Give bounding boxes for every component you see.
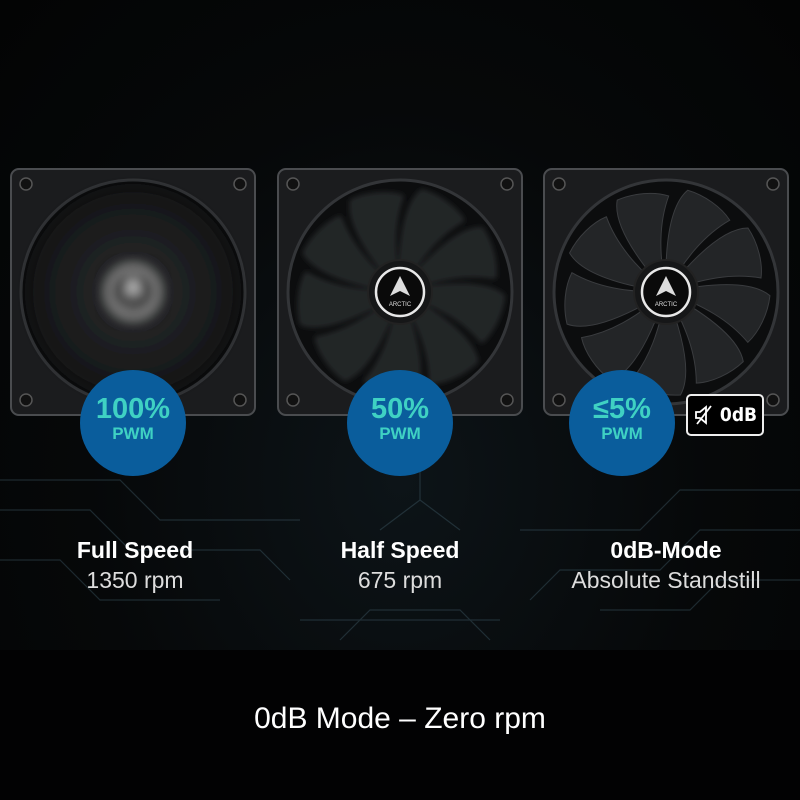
speaker-muted-icon <box>695 405 712 425</box>
circuit-pattern <box>0 460 800 641</box>
pwm-value: 100% <box>95 393 171 425</box>
screw-hole <box>500 177 514 191</box>
screw-hole <box>552 393 566 407</box>
fan-blade <box>298 271 402 327</box>
fan-hub: ARCTIC <box>367 259 433 325</box>
label-0db-mode: 0dB-Mode Absolute Standstill <box>531 536 800 596</box>
arctic-logo-icon <box>656 276 676 296</box>
pwm-label: PWM <box>379 424 421 443</box>
pwm-label: PWM <box>601 424 643 443</box>
mode-rpm: Absolute Standstill <box>571 567 761 593</box>
mode-title: 0dB-Mode <box>610 537 722 563</box>
pwm-badge-50: 50% PWM <box>347 370 453 476</box>
screw-hole <box>766 393 780 407</box>
fan-blade <box>564 271 668 327</box>
arctic-logo-icon <box>390 276 410 296</box>
mode-rpm: 1350 rpm <box>86 567 184 593</box>
screw-hole <box>552 177 566 191</box>
screw-hole <box>233 393 247 407</box>
zero-db-text: 0dB <box>719 404 758 426</box>
mode-rpm: 675 rpm <box>357 567 443 593</box>
fan-hub: ARCTIC <box>633 259 699 325</box>
screw-hole <box>19 393 33 407</box>
svg-text:ARCTIC: ARCTIC <box>122 302 145 308</box>
mode-title: Full Speed <box>76 537 194 563</box>
pwm-label: PWM <box>112 424 154 443</box>
footer-band <box>0 650 800 800</box>
pwm-value: 50% <box>370 393 430 425</box>
label-half-speed: Half Speed 675 rpm <box>265 536 535 596</box>
screw-hole <box>286 177 300 191</box>
screw-hole <box>19 177 33 191</box>
screw-hole <box>766 177 780 191</box>
pwm-badge-5: ≤5% PWM <box>569 370 675 476</box>
pwm-badge-100: 100% PWM <box>80 370 186 476</box>
screw-hole <box>233 177 247 191</box>
fan-hub: ARCTIC <box>100 259 166 325</box>
svg-text:ARCTIC: ARCTIC <box>655 302 678 308</box>
fan-blade <box>399 189 465 294</box>
label-full-speed: Full Speed 1350 rpm <box>0 536 270 596</box>
fan-standstill: ARCTIC <box>543 168 789 416</box>
pwm-value: ≤5% <box>593 393 651 425</box>
screw-hole <box>286 393 300 407</box>
fan-half-speed: ARCTIC <box>277 168 523 416</box>
fan-full-speed: ARCTIC <box>10 168 256 416</box>
arctic-logo-icon <box>123 276 143 296</box>
mode-title: Half Speed <box>340 537 460 563</box>
footer-caption: 0dB Mode – Zero rpm <box>254 702 546 735</box>
fan-blade <box>665 189 731 294</box>
screw-hole <box>500 393 514 407</box>
svg-text:ARCTIC: ARCTIC <box>389 302 412 308</box>
zero-db-badge: 0dB <box>686 394 764 436</box>
